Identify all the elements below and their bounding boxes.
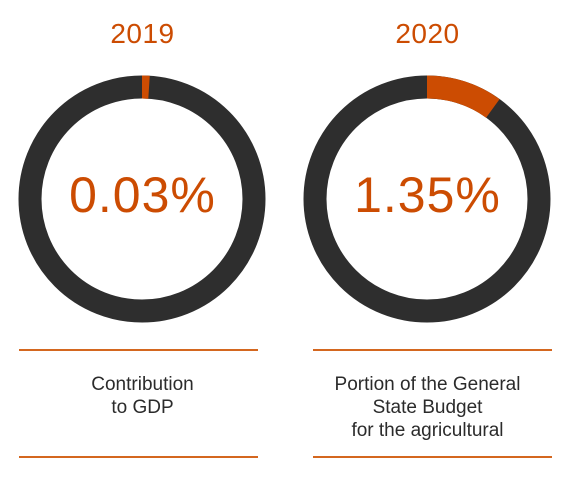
caption-line: Contribution bbox=[91, 374, 194, 395]
caption-line: Portion of the General bbox=[334, 374, 521, 395]
chart-panel-2019: 2019 0.03% Contribution to GDP bbox=[0, 18, 285, 458]
donut-chart bbox=[303, 75, 551, 323]
divider-top bbox=[313, 349, 552, 351]
chart-panel-2020: 2020 1.35% Portion of the General State … bbox=[285, 0, 570, 479]
caption-line: State Budget bbox=[372, 397, 483, 418]
divider-bottom bbox=[19, 456, 258, 458]
divider-bottom bbox=[313, 456, 552, 458]
center-value: 0.03% bbox=[69, 167, 216, 223]
year-label: 2019 bbox=[110, 18, 175, 49]
divider-top bbox=[19, 349, 258, 351]
donut-chart bbox=[18, 75, 266, 323]
caption: Portion of the General State Budget for … bbox=[285, 373, 570, 442]
donut-highlight-segment bbox=[426, 75, 500, 118]
caption: Contribution to GDP bbox=[0, 373, 285, 419]
center-value: 1.35% bbox=[354, 167, 501, 223]
year-label: 2020 bbox=[395, 18, 460, 49]
caption-line: for the agricultural bbox=[351, 420, 504, 441]
caption-line: to GDP bbox=[111, 397, 174, 418]
